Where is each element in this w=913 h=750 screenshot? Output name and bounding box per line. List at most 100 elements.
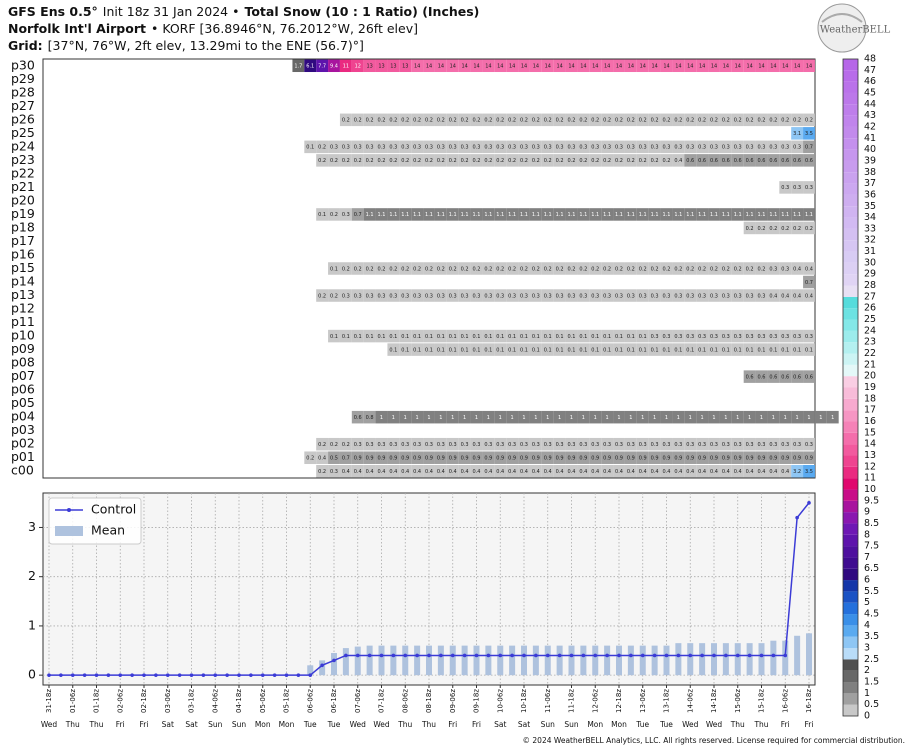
cell	[743, 208, 756, 221]
cell-label: 1.1	[579, 212, 587, 218]
cell	[518, 140, 530, 154]
cell	[672, 154, 685, 167]
colorbar-label: 37	[864, 178, 876, 189]
cell-label: 0.1	[603, 347, 611, 353]
cell-label: 0.1	[734, 347, 742, 353]
cell	[601, 343, 614, 356]
cell-label: 0.3	[781, 266, 789, 272]
cell-label: 0.3	[746, 442, 754, 448]
control-point	[522, 653, 526, 658]
colorbar-segment	[843, 342, 858, 354]
cell-label: 1.1	[389, 212, 397, 218]
weekday-label: Fri	[140, 720, 149, 729]
cell	[458, 437, 471, 451]
colorbar-label: 1.5	[864, 677, 879, 688]
cell	[708, 289, 720, 302]
cell-label: 1.1	[568, 212, 576, 218]
cell-label: 0.2	[366, 118, 374, 124]
cell	[779, 410, 792, 424]
mean-bar	[437, 645, 444, 676]
cell-label: 0.2	[330, 442, 338, 448]
cell	[624, 451, 637, 464]
colorbar-label: 26	[864, 303, 876, 314]
cell	[339, 464, 352, 478]
cell	[791, 464, 804, 478]
cell	[696, 343, 709, 356]
cell-label: 3.1	[793, 131, 801, 137]
colorbar-label: 14	[864, 439, 876, 450]
cell	[636, 208, 649, 221]
cell	[423, 208, 435, 221]
cell-label: 0.3	[663, 145, 671, 151]
cell	[494, 329, 507, 343]
cell	[636, 140, 649, 154]
cell-label: 0.2	[805, 226, 813, 232]
cell	[767, 289, 780, 302]
cell-label: 0.3	[366, 145, 374, 151]
cell	[719, 437, 732, 451]
cell	[660, 437, 673, 451]
cell	[708, 437, 720, 451]
mean-bar	[461, 645, 468, 676]
cell	[434, 208, 447, 221]
cell	[708, 140, 720, 154]
cell-label: 0.1	[508, 334, 516, 340]
cell	[411, 140, 424, 154]
cell	[316, 464, 329, 478]
cell	[423, 262, 435, 275]
cell	[411, 208, 424, 221]
cell-label: 0.1	[342, 334, 350, 340]
cell	[458, 154, 471, 167]
cell-label: 0.2	[354, 158, 362, 164]
cell-label: 0.4	[769, 469, 777, 475]
cell-label: 0.3	[674, 334, 682, 340]
cell	[328, 59, 340, 73]
cell	[696, 329, 709, 343]
mean-bar	[794, 635, 801, 676]
cell	[387, 208, 400, 221]
cell	[328, 451, 340, 464]
cell-label: 0.1	[698, 347, 706, 353]
cell-label: 0.9	[401, 456, 409, 462]
cell	[375, 410, 388, 424]
mean-bar	[366, 645, 373, 676]
cell-label: 0.2	[354, 266, 362, 272]
cell	[434, 154, 447, 167]
colorbar-segment	[843, 172, 858, 184]
control-point	[605, 653, 609, 658]
cell	[506, 154, 519, 167]
control-point	[724, 653, 728, 658]
cell	[577, 208, 590, 221]
colorbar-segment	[843, 512, 858, 524]
cell-label: 0.2	[615, 158, 623, 164]
cell	[672, 410, 685, 424]
cell	[672, 451, 685, 464]
cell-label: 0.2	[401, 266, 409, 272]
weekday-label: Sat	[162, 720, 174, 729]
cell	[672, 262, 685, 275]
colorbar-label: 17	[864, 405, 876, 416]
cell	[506, 289, 519, 302]
cell-label: 0.5	[330, 456, 338, 462]
cell-label: 0.1	[591, 334, 599, 340]
cell	[529, 113, 542, 127]
cell	[482, 262, 495, 275]
cell	[624, 262, 637, 275]
cell-label: 0.3	[758, 334, 766, 340]
cell	[423, 329, 435, 343]
cell	[589, 343, 602, 356]
row-label: p10	[11, 328, 35, 343]
cell	[387, 329, 400, 343]
cell-label: 0.9	[769, 456, 777, 462]
legend-label: Mean	[91, 523, 125, 538]
cell	[684, 410, 697, 424]
cell-label: 0.4	[627, 469, 635, 475]
cell	[601, 262, 614, 275]
cell	[803, 208, 815, 221]
cell-label: 0.3	[639, 145, 647, 151]
colorbar-label: 7	[864, 552, 870, 563]
cell	[731, 464, 744, 478]
cell-label: 1	[689, 415, 692, 421]
control-point	[391, 653, 396, 658]
cell	[767, 262, 780, 275]
